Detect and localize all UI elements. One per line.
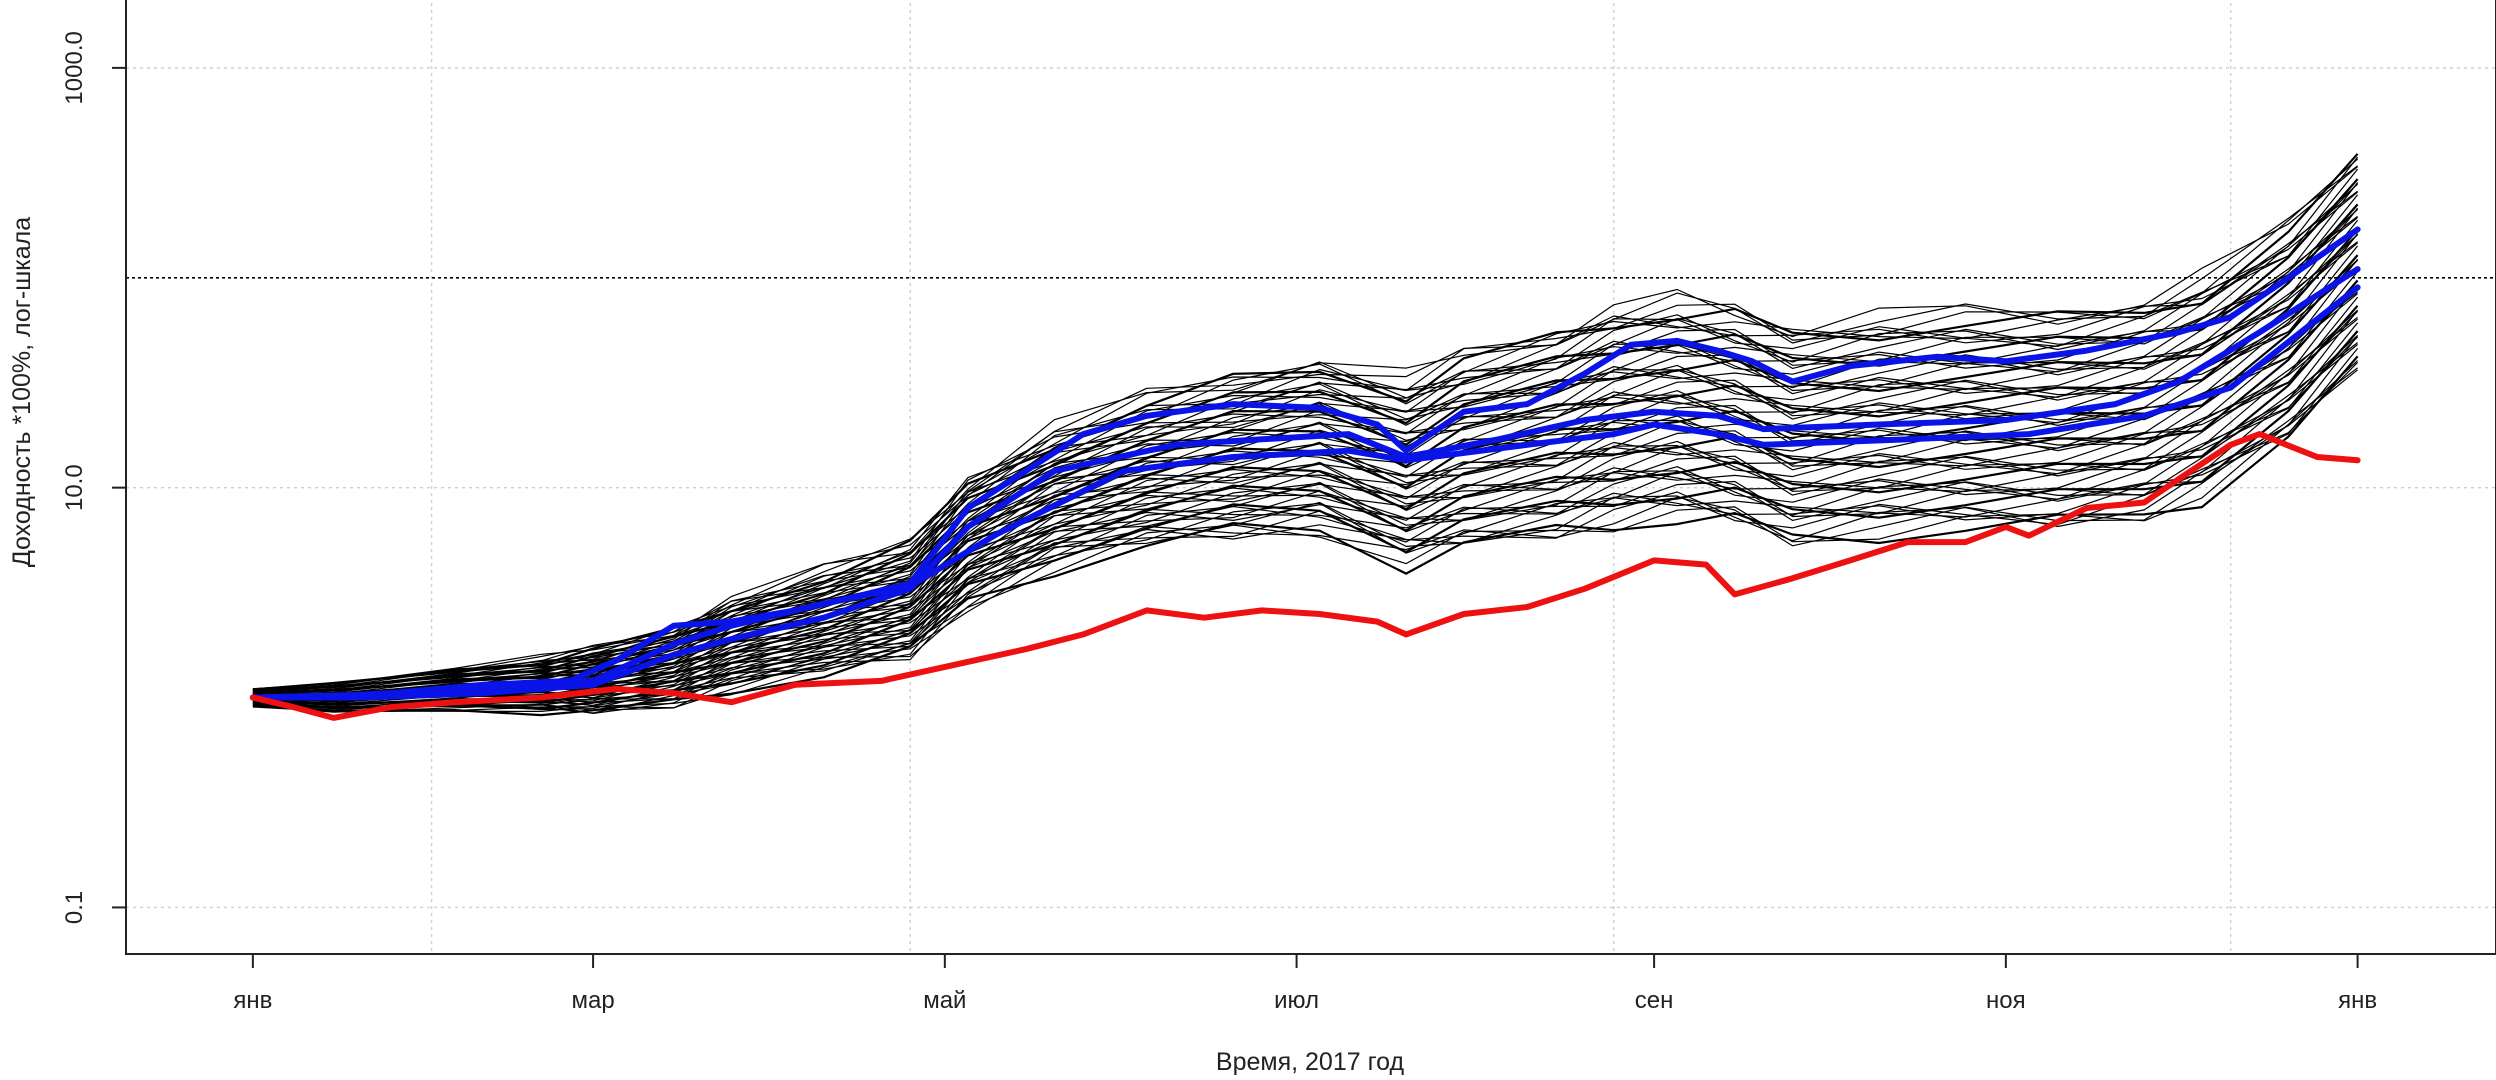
- benchmark-series-line: [249, 431, 2361, 721]
- highlight-series-line: [249, 284, 2361, 701]
- ensemble-series-line: [252, 258, 2359, 699]
- ensemble-series-line: [252, 242, 2358, 696]
- highlight-series-line: [249, 226, 2361, 701]
- y-axis-title: Доходность *100%, лог-шкала: [8, 217, 36, 567]
- grid-lines: [126, 0, 2496, 954]
- ensemble-series-line: [252, 165, 2358, 690]
- y-tick-label: 10.0: [61, 464, 88, 511]
- x-tick-label: янв: [233, 987, 272, 1014]
- plot-frame: [125, 0, 2496, 955]
- ensemble-series-line: [252, 156, 2359, 691]
- ensemble-series-line: [252, 219, 2359, 695]
- ensemble-series-line: [252, 241, 2358, 696]
- ensemble-series-line: [252, 342, 2358, 709]
- ensemble-series-line: [252, 367, 2358, 713]
- ensemble-series-line: [252, 284, 2359, 702]
- ensemble-series-line: [252, 228, 2359, 697]
- ensemble-series-line: [252, 266, 2358, 699]
- x-tick-label: мар: [571, 987, 614, 1014]
- benchmark-line: [249, 431, 2361, 721]
- y-tick-label: 1000.0: [61, 31, 88, 104]
- ensemble-series-line: [252, 194, 2359, 693]
- ensemble-series-line: [252, 334, 2359, 709]
- x-axis-title: Время, 2017 год: [1216, 1048, 1405, 1076]
- x-tick-label: сен: [1635, 987, 1674, 1014]
- x-tick-label: янв: [2338, 987, 2377, 1014]
- ensemble-series-line: [252, 267, 2358, 699]
- ensemble-series-line: [252, 361, 2359, 715]
- ensemble-series-line: [252, 360, 2359, 713]
- ensemble-series-line: [252, 166, 2358, 690]
- highlight-series-line: [249, 266, 2361, 701]
- x-tick-label: июл: [1274, 987, 1319, 1014]
- ensemble-series-line: [252, 259, 2359, 699]
- ensemble-series-line: [252, 259, 2359, 699]
- ensemble-series-line: [252, 271, 2359, 700]
- x-tick-label: ноя: [1986, 987, 2026, 1014]
- ensemble-series-line: [252, 168, 2359, 691]
- x-tick-label: май: [923, 987, 966, 1014]
- ensemble-series-line: [252, 158, 2358, 690]
- highlight-lines: [249, 226, 2361, 701]
- ensemble-series-line: [252, 336, 2359, 709]
- ensemble-series-line: [252, 322, 2359, 708]
- y-tick-label: 0.1: [61, 891, 88, 924]
- ensemble-series-line: [252, 348, 2359, 714]
- ensemble-series-line: [252, 234, 2359, 696]
- ensemble-series-line: [252, 291, 2358, 702]
- y-axis: 0.1 10.0 1000.0: [61, 31, 126, 924]
- x-axis: янв мар май июл сен ноя янв: [233, 954, 2377, 1014]
